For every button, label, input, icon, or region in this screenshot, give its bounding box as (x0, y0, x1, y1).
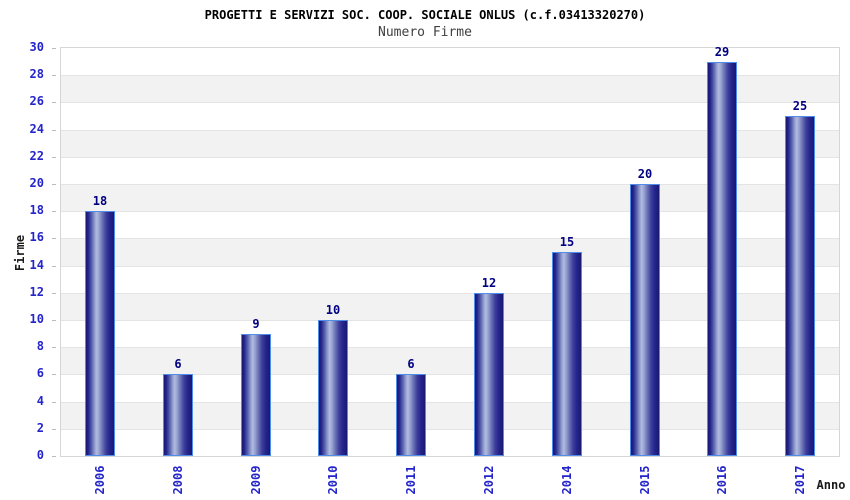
x-tick-label-2017: 2017 (793, 465, 807, 495)
y-tick-mark (52, 211, 56, 212)
bar-value-label: 10 (325, 303, 341, 317)
y-tick-mark (52, 347, 56, 348)
x-tick-label-2012: 2012 (482, 465, 496, 495)
y-tick-mark (52, 402, 56, 403)
bar-2015 (630, 184, 660, 456)
y-tick-label: 0 (36, 448, 44, 462)
bar-value-label: 25 (792, 99, 808, 113)
bar-2008 (163, 374, 193, 456)
x-axis-title: Anno (816, 478, 846, 492)
bar-value-label: 29 (714, 45, 730, 59)
y-tick-label: 28 (29, 67, 44, 81)
x-tick-label-2014: 2014 (560, 465, 574, 495)
y-tick-label: 24 (29, 122, 44, 136)
x-tick-label-2010: 2010 (326, 465, 340, 495)
chart-subtitle: Numero Firme (378, 25, 472, 40)
y-tick-mark (52, 102, 56, 103)
y-tick-mark (52, 293, 56, 294)
y-tick-label: 16 (29, 230, 44, 244)
y-tick-mark (52, 266, 56, 267)
bar-value-label: 6 (174, 357, 182, 371)
bar-value-label: 15 (559, 235, 575, 249)
bar-2006 (85, 211, 115, 456)
plot-area: 18 6 9 10 6 12 15 20 29 25 (60, 45, 840, 457)
bar-value-label: 9 (252, 317, 260, 331)
y-axis-ticks: 0 2 4 6 8 10 12 14 16 18 20 22 24 26 28 30 (0, 40, 56, 462)
y-tick-mark (52, 456, 56, 457)
gridline (61, 429, 839, 430)
y-tick-label: 12 (29, 285, 44, 299)
y-tick-mark (52, 320, 56, 321)
y-tick-label: 20 (29, 176, 44, 190)
bar-value-label: 12 (481, 276, 497, 290)
y-tick-label: 10 (29, 312, 44, 326)
x-tick-label-2009: 2009 (249, 465, 263, 495)
gridline (61, 374, 839, 375)
gridline (61, 211, 839, 212)
gridline (61, 157, 839, 158)
x-tick-label-2016: 2016 (715, 465, 729, 495)
chart-title: PROGETTI E SERVIZI SOC. COOP. SOCIALE ON… (204, 8, 646, 22)
gridline (61, 293, 839, 294)
y-tick-mark (52, 429, 56, 430)
gridline (61, 347, 839, 348)
gridline (61, 102, 839, 103)
y-tick-mark (52, 238, 56, 239)
y-tick-mark (52, 184, 56, 185)
y-tick-label: 30 (29, 40, 44, 54)
x-tick-label-2015: 2015 (638, 465, 652, 495)
y-tick-mark (52, 157, 56, 158)
y-tick-label: 14 (29, 258, 44, 272)
bar-2009 (241, 334, 271, 456)
y-tick-label: 22 (29, 149, 44, 163)
bar-2014 (552, 252, 582, 456)
gridline (61, 320, 839, 321)
y-tick-label: 6 (36, 366, 44, 380)
x-axis-labels: 2006 2008 2009 2010 2011 2012 2014 2015 2016 2017 (60, 458, 840, 500)
bar-value-label: 18 (92, 194, 108, 208)
gridline (61, 238, 839, 239)
gridline (61, 184, 839, 185)
y-tick-label: 2 (36, 421, 44, 435)
y-tick-label: 18 (29, 203, 44, 217)
bar-2010 (318, 320, 348, 456)
y-tick-label: 26 (29, 94, 44, 108)
bar-value-label: 20 (637, 167, 653, 181)
gridline (61, 266, 839, 267)
y-tick-mark (52, 48, 56, 49)
bar-2012 (474, 293, 504, 456)
x-tick-label-2006: 2006 (93, 465, 107, 495)
bar-2017 (785, 116, 815, 456)
y-tick-mark (52, 374, 56, 375)
bar-2016 (707, 62, 737, 456)
gridline (61, 402, 839, 403)
bar-2011 (396, 374, 426, 456)
bar-value-label: 6 (407, 357, 415, 371)
x-tick-label-2011: 2011 (404, 465, 418, 495)
y-tick-mark (52, 130, 56, 131)
y-tick-label: 8 (36, 339, 44, 353)
gridline (61, 130, 839, 131)
y-tick-mark (52, 75, 56, 76)
gridline (61, 75, 839, 76)
x-tick-label-2008: 2008 (171, 465, 185, 495)
y-tick-label: 4 (36, 394, 44, 408)
